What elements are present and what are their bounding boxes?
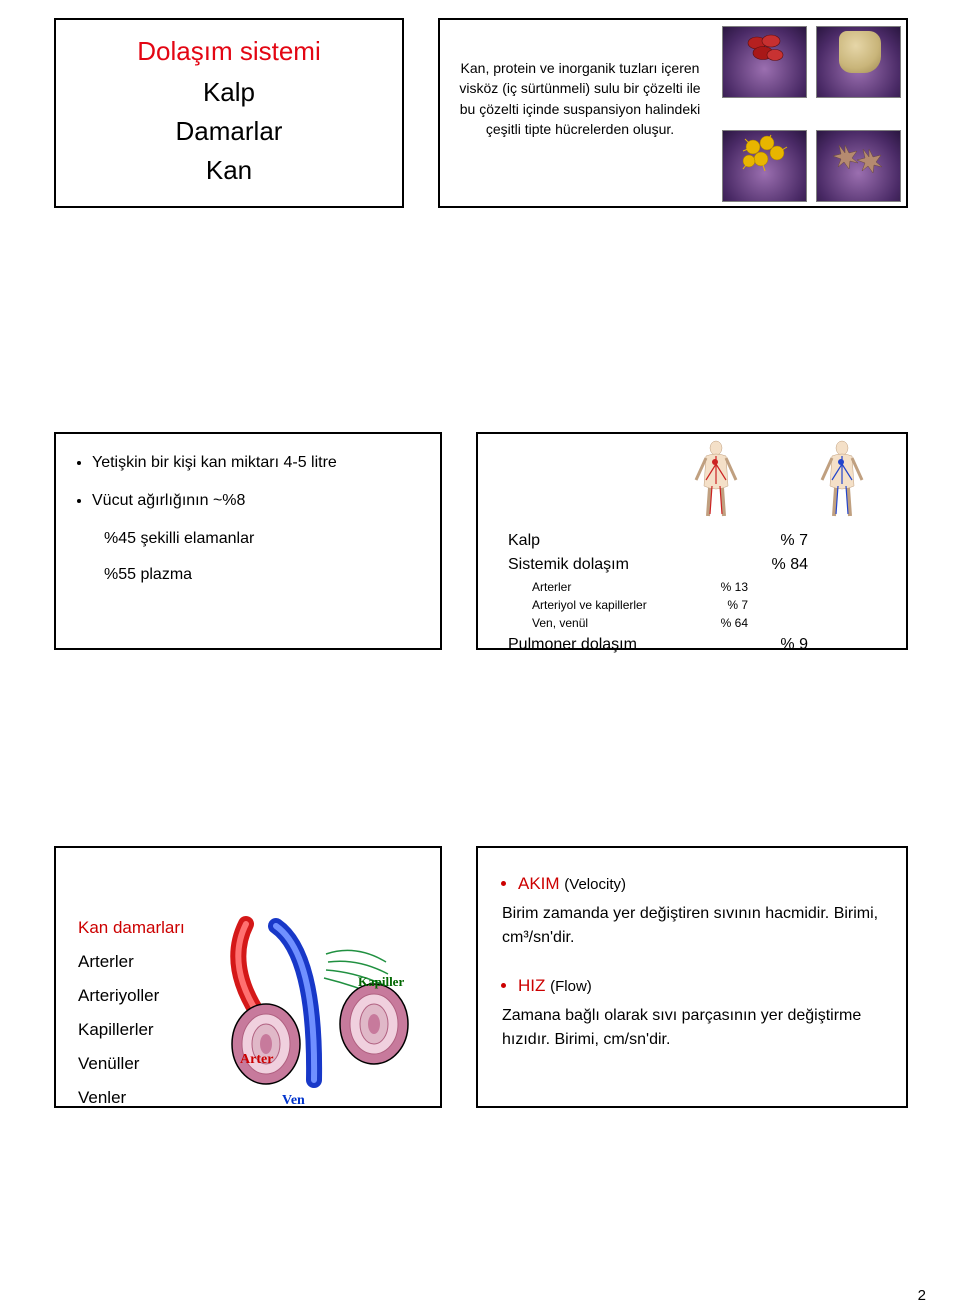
title-sub1: Kalp	[203, 77, 255, 108]
vessel-list-heading: Kan damarları	[78, 918, 185, 938]
table-row: Sistemik dolaşım% 84	[508, 556, 808, 574]
table-row: Arteriyol ve kapillerler% 7	[508, 598, 748, 612]
bullet-body-weight: Vücut ağırlığının ~%8	[92, 492, 422, 510]
cell-image-spiky	[816, 130, 901, 202]
slide-vessels: Kan damarları Arterler Arteriyoller Kapi…	[54, 846, 442, 1108]
body-hiz: Zamana bağlı olarak sıvı parçasının yer …	[502, 1004, 884, 1052]
cell-image-red	[722, 26, 807, 98]
slide-blood-amount: Yetişkin bir kişi kan miktarı 4-5 litre …	[54, 432, 442, 650]
table-row: Pulmoner dolaşım% 9	[508, 636, 808, 654]
vessel-list: Kan damarları Arterler Arteriyoller Kapi…	[78, 918, 185, 1122]
table-row: Arterler% 13	[508, 580, 748, 594]
body-figure-veins	[814, 440, 870, 518]
sub-plasma: %55 plazma	[104, 566, 422, 584]
table-row: Ven, venül% 64	[508, 616, 748, 630]
title-main: Dolaşım sistemi	[137, 36, 320, 67]
bullet-blood-volume: Yetişkin bir kişi kan miktarı 4-5 litre	[92, 454, 422, 472]
label-kapiller: Kapiller	[358, 974, 404, 990]
slide-distribution: Kalp% 7 Sistemik dolaşım% 84 Arterler% 1…	[476, 432, 908, 650]
label-ven: Ven	[282, 1093, 305, 1109]
distribution-table: Kalp% 7 Sistemik dolaşım% 84 Arterler% 1…	[508, 532, 808, 654]
cell-image-yellow	[722, 130, 807, 202]
heading-akim: AKIM (Velocity)	[518, 874, 884, 894]
slide-blood-desc: Kan, protein ve inorganik tuzları içeren…	[438, 18, 908, 208]
sub-formed-elements: %45 şekilli elamanlar	[104, 530, 422, 548]
blood-desc-text: Kan, protein ve inorganik tuzları içeren…	[450, 58, 710, 139]
title-sub2: Damarlar	[176, 116, 283, 147]
label-arter: Arter	[240, 1052, 273, 1068]
title-sub3: Kan	[206, 155, 252, 186]
list-item: Arterler	[78, 952, 185, 972]
heading-hiz: HIZ (Flow)	[518, 976, 884, 996]
cell-image-tan	[816, 26, 901, 98]
body-figure-arteries	[688, 440, 744, 518]
slide-title-box: Dolaşım sistemi Kalp Damarlar Kan	[54, 18, 404, 208]
list-item: Kapillerler	[78, 1020, 185, 1040]
table-row: Kalp% 7	[508, 532, 808, 550]
list-item: Venler	[78, 1088, 185, 1108]
slide-flow-velocity: AKIM (Velocity) Birim zamanda yer değişt…	[476, 846, 908, 1108]
list-item: Venüller	[78, 1054, 185, 1074]
vessel-diagram: Arter Ven Kapiller	[216, 904, 436, 1114]
list-item: Arteriyoller	[78, 986, 185, 1006]
body-akim: Birim zamanda yer değiştiren sıvının hac…	[502, 902, 884, 950]
page-number: 2	[918, 1287, 926, 1304]
